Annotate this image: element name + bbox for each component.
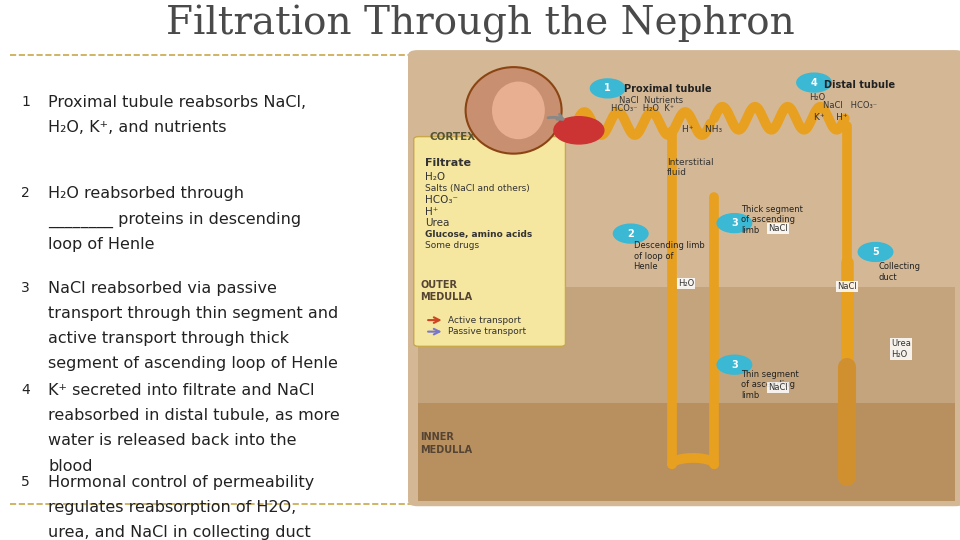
Text: water is released back into the: water is released back into the: [48, 434, 297, 448]
Text: Urea
H₂O: Urea H₂O: [891, 339, 911, 359]
Text: CORTEX: CORTEX: [429, 132, 475, 141]
Text: urea, and NaCl in collecting duct: urea, and NaCl in collecting duct: [48, 525, 311, 540]
Text: HCO₃⁻  H₂O  K⁺: HCO₃⁻ H₂O K⁺: [611, 104, 674, 113]
Text: 3: 3: [21, 281, 30, 295]
Circle shape: [717, 355, 752, 374]
Circle shape: [613, 224, 648, 243]
FancyBboxPatch shape: [418, 403, 955, 501]
Circle shape: [590, 79, 625, 98]
Text: Collecting
duct: Collecting duct: [878, 262, 921, 282]
Text: Thin segment
of ascending
limb: Thin segment of ascending limb: [741, 370, 799, 400]
Text: 3: 3: [731, 218, 738, 228]
Ellipse shape: [466, 67, 562, 154]
Text: transport through thin segment and: transport through thin segment and: [48, 306, 338, 321]
Text: NaCl: NaCl: [768, 224, 788, 233]
Text: 3: 3: [731, 360, 738, 370]
Text: OUTER
MEDULLA: OUTER MEDULLA: [420, 280, 472, 302]
Text: Passive transport: Passive transport: [448, 327, 526, 336]
Text: H⁺    NH₃: H⁺ NH₃: [682, 125, 722, 134]
Text: H₂O reabsorbed through: H₂O reabsorbed through: [48, 186, 244, 201]
Text: NaCl  Nutrients: NaCl Nutrients: [619, 96, 684, 105]
Text: Salts (NaCl and others): Salts (NaCl and others): [425, 184, 530, 193]
Text: K⁺ secreted into filtrate and NaCl: K⁺ secreted into filtrate and NaCl: [48, 383, 315, 398]
Circle shape: [797, 73, 831, 92]
Text: 1: 1: [21, 94, 30, 109]
Text: Filtration Through the Nephron: Filtration Through the Nephron: [166, 5, 794, 43]
Text: Glucose, amino acids: Glucose, amino acids: [425, 230, 533, 239]
Text: K⁺    H⁺: K⁺ H⁺: [814, 113, 848, 122]
Circle shape: [554, 117, 604, 144]
Text: INNER
MEDULLA: INNER MEDULLA: [420, 432, 472, 455]
Text: Filtrate: Filtrate: [425, 158, 471, 167]
Text: loop of Henle: loop of Henle: [48, 237, 155, 252]
Text: ________ proteins in descending: ________ proteins in descending: [48, 212, 301, 228]
Text: Descending limb
of loop of
Henle: Descending limb of loop of Henle: [634, 241, 705, 271]
Text: H₂O, K⁺, and nutrients: H₂O, K⁺, and nutrients: [48, 120, 227, 135]
Text: regulates reabsorption of H2O,: regulates reabsorption of H2O,: [48, 500, 297, 515]
Text: NaCl: NaCl: [768, 383, 788, 391]
Circle shape: [858, 242, 893, 261]
Text: 4: 4: [21, 383, 30, 397]
Text: 5: 5: [872, 247, 879, 257]
Text: 2: 2: [21, 186, 30, 200]
Text: Some drugs: Some drugs: [425, 241, 479, 251]
Text: 1: 1: [604, 83, 612, 93]
Circle shape: [717, 214, 752, 233]
Ellipse shape: [492, 82, 545, 139]
Text: Interstitial
fluid: Interstitial fluid: [667, 158, 714, 177]
Text: H₂O: H₂O: [678, 279, 694, 288]
Text: NaCl reabsorbed via passive: NaCl reabsorbed via passive: [48, 281, 276, 296]
Text: 4: 4: [810, 78, 818, 87]
Text: segment of ascending loop of Henle: segment of ascending loop of Henle: [48, 356, 338, 372]
Text: blood: blood: [48, 458, 92, 474]
FancyBboxPatch shape: [418, 287, 955, 403]
Text: reabsorbed in distal tubule, as more: reabsorbed in distal tubule, as more: [48, 408, 340, 423]
FancyBboxPatch shape: [414, 137, 565, 346]
Text: Active transport: Active transport: [448, 315, 521, 325]
Text: Distal tubule: Distal tubule: [824, 80, 895, 90]
Text: 5: 5: [21, 475, 30, 489]
Text: H⁺: H⁺: [425, 207, 439, 217]
Text: NaCl: NaCl: [837, 281, 857, 291]
Text: H₂O: H₂O: [809, 93, 826, 102]
Text: 2: 2: [627, 228, 635, 239]
Text: Proximal tubule: Proximal tubule: [624, 84, 711, 94]
Text: NaCl   HCO₃⁻: NaCl HCO₃⁻: [823, 101, 876, 110]
Text: Hormonal control of permeability: Hormonal control of permeability: [48, 475, 314, 490]
Text: active transport through thick: active transport through thick: [48, 331, 289, 346]
Text: Urea: Urea: [425, 218, 449, 228]
FancyBboxPatch shape: [408, 50, 960, 506]
Text: Thick segment
of ascending
limb: Thick segment of ascending limb: [741, 205, 803, 234]
Text: Proximal tubule reabsorbs NaCl,: Proximal tubule reabsorbs NaCl,: [48, 94, 306, 110]
Text: H₂O: H₂O: [425, 172, 445, 183]
Text: HCO₃⁻: HCO₃⁻: [425, 195, 458, 205]
